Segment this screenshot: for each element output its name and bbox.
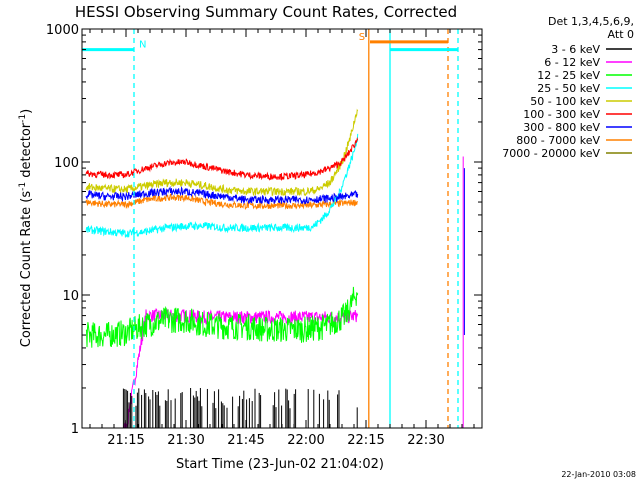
x-tick-label: 22:00 (287, 433, 324, 448)
legend-entry-label: 800 - 7000 keV (516, 134, 600, 147)
y-axis-label: Corrected Count Rate (s-1 detector-1) (18, 109, 34, 347)
legend-entry-label: 7000 - 20000 keV (502, 147, 600, 160)
x-tick-label: 21:15 (107, 433, 144, 448)
series-line (85, 185, 359, 205)
legend-entry-label: 50 - 100 keV (530, 95, 600, 108)
series-line (85, 193, 358, 210)
legend-entry-label: 6 - 12 keV (544, 56, 600, 69)
legend-header: Att 0 (608, 28, 634, 41)
x-tick-label: 22:15 (347, 433, 384, 448)
legend-header: Det 1,3,4,5,6,9, (548, 15, 634, 28)
series-800-7000-kev (85, 193, 358, 210)
series-100-300-kev (85, 136, 359, 182)
legend-entry-label: 100 - 300 keV (523, 108, 600, 121)
series-12-25-kev (85, 286, 359, 348)
legend-entry-label: 3 - 6 keV (551, 43, 600, 56)
x-axis-label: Start Time (23-Jun-02 21:04:02) (176, 457, 384, 472)
y-tick-label: 1000 (46, 23, 79, 38)
series-300-800-kev (85, 185, 359, 205)
series-3-6-kev (122, 387, 358, 428)
chart-title: HESSI Observing Summary Count Rates, Cor… (75, 3, 457, 21)
y-tick-label: 100 (54, 156, 79, 171)
timestamp: 22-Jan-2010 03:08 (561, 470, 636, 479)
y-tick-label: 1 (71, 422, 79, 437)
series-50-100-kev (85, 108, 359, 197)
plot-area: N S 1 10 100 1000 21:15 21:30 21:45 22:00 22:15 22:… (46, 23, 483, 448)
legend-entry-label: 300 - 800 keV (523, 121, 600, 134)
flag-label-N: N (139, 40, 146, 51)
series-line (85, 136, 359, 182)
x-tick-label: 22:30 (407, 433, 444, 448)
series-line (85, 133, 359, 238)
flag-label-S: S (359, 32, 365, 43)
legend-entry-label: 25 - 50 keV (537, 82, 600, 95)
legend-entry-label: 12 - 25 keV (537, 69, 600, 82)
series-25-50-kev (85, 133, 359, 238)
y-tick-label: 10 (62, 289, 79, 304)
series-line (85, 108, 359, 197)
x-tick-label: 21:45 (227, 433, 264, 448)
series-line (85, 286, 359, 348)
x-tick-label: 21:30 (167, 433, 204, 448)
